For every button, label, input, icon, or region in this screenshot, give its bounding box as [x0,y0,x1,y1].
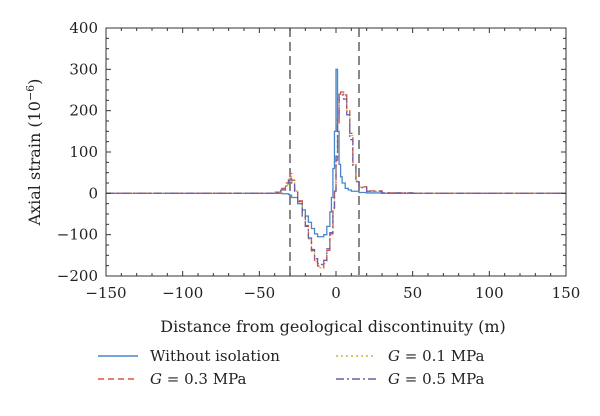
legend-label-3: G = 0.3 MPa [150,370,246,388]
x-tick-label: 150 [552,284,581,302]
y-axis-title: Axial strain (10−6) [24,79,45,227]
legend-label-4: G = 0.5 MPa [388,370,484,388]
y-axis-title-close: ) [25,79,44,85]
x-tick-label: 100 [475,284,504,302]
legend-label-1: Without isolation [150,347,280,365]
x-tick-label: −100 [162,284,203,302]
plot-area [105,27,567,277]
series-lines [106,68,566,270]
y-tick-label: 300 [69,60,98,78]
x-axis-ticks: −150 −100 −50 0 50 100 150 [85,28,580,302]
y-tick-label: −200 [57,267,98,285]
x-tick-label: −150 [85,284,126,302]
x-tick-label: −50 [244,284,276,302]
y-axis-title-main: Axial strain (10 [25,101,44,226]
y-tick-label: 400 [69,19,98,37]
series-line-3 [106,91,566,268]
x-axis-title: Distance from geological discontinuity (… [160,317,506,336]
y-tick-label: 100 [69,143,98,161]
y-axis-ticks: −200 −100 0 100 200 300 400 [57,19,566,285]
x-tick-label: 50 [403,284,422,302]
legend: Without isolation G = 0.1 MPa G = 0.3 MPa G… [98,347,484,388]
y-tick-label: 0 [88,184,98,202]
y-tick-label: 200 [69,102,98,120]
x-tick-label: 0 [331,284,341,302]
reference-lines [289,28,360,276]
y-axis-title-exponent: −6 [24,85,37,101]
legend-label-2: G = 0.1 MPa [388,347,484,365]
plot-frame [105,27,567,277]
series-line-1 [106,68,566,238]
series-line-4 [106,93,566,266]
y-tick-label: −100 [57,226,98,244]
